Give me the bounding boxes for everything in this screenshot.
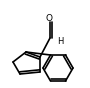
Text: O: O xyxy=(46,14,52,23)
Text: H: H xyxy=(57,37,63,45)
